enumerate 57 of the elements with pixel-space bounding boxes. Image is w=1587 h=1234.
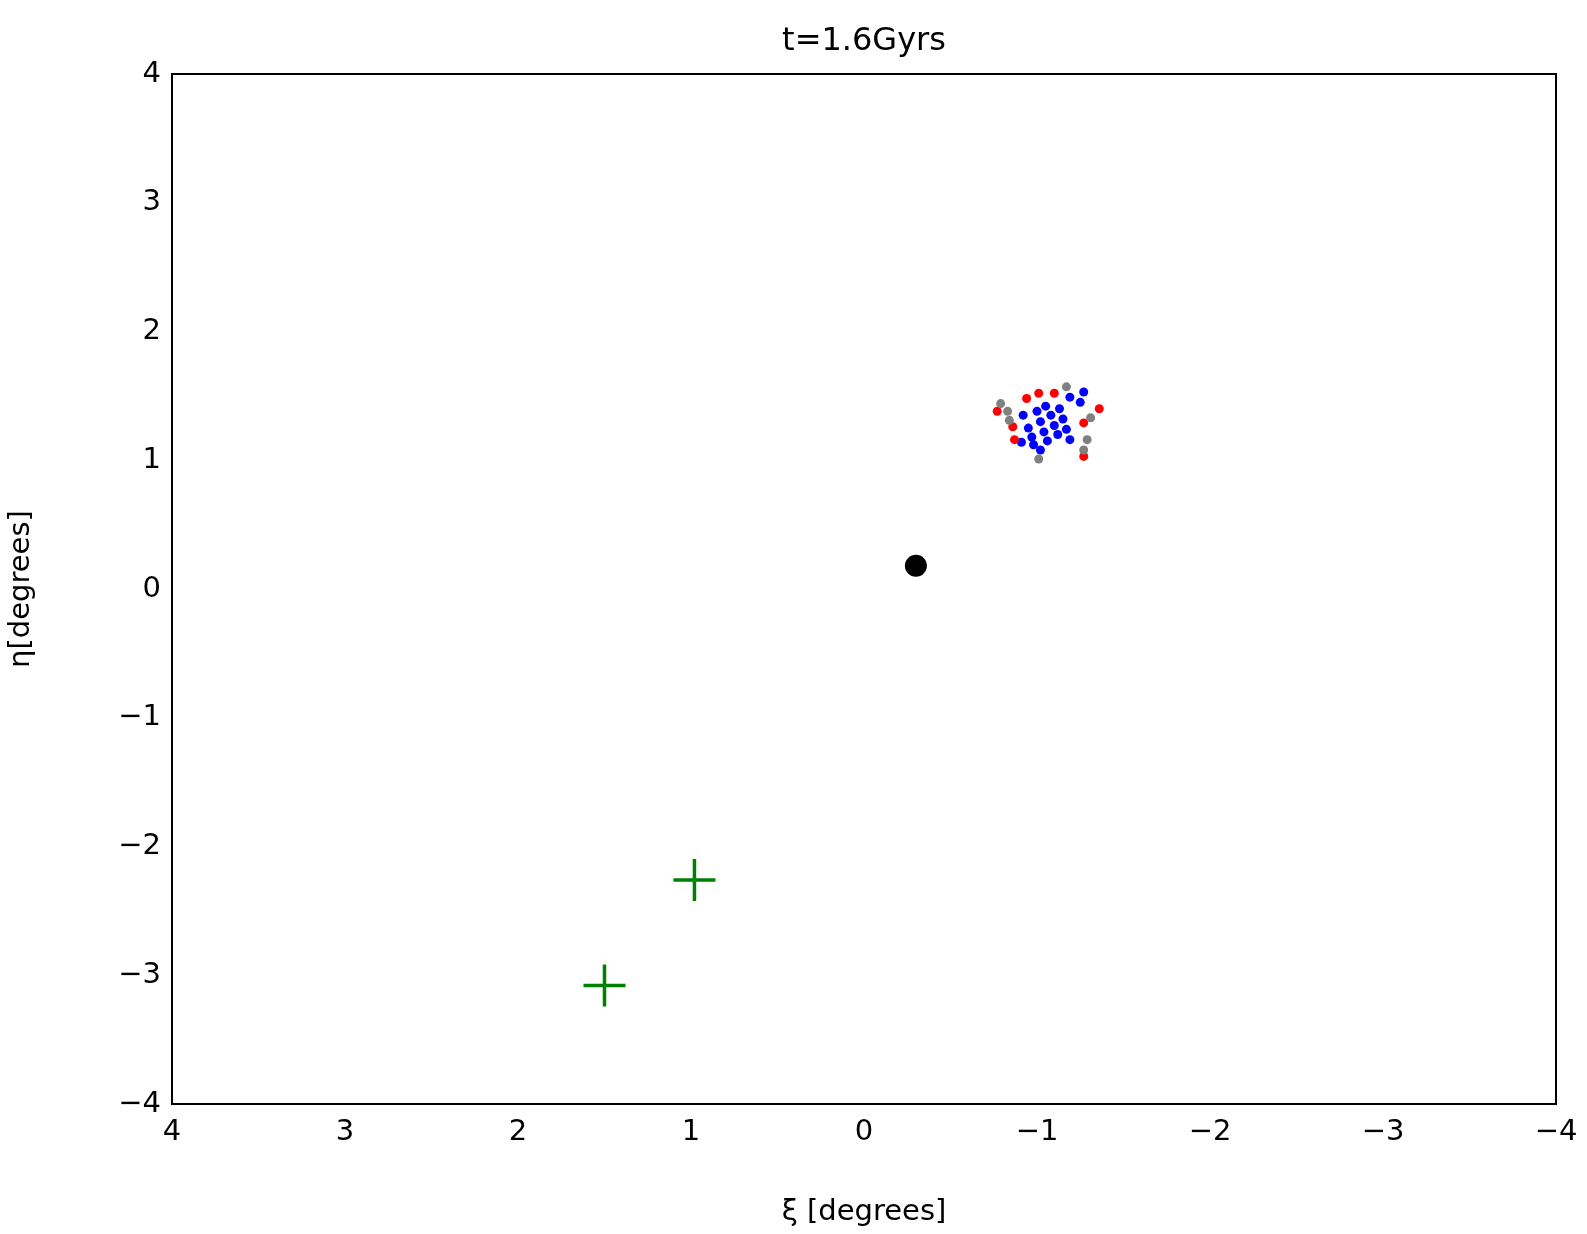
point xyxy=(904,554,927,577)
point xyxy=(1058,414,1068,424)
x-tick-label: 2 xyxy=(508,1112,528,1147)
point xyxy=(1061,382,1071,392)
y-axis-title: η[degrees] xyxy=(1,510,36,668)
point xyxy=(1034,388,1044,398)
point xyxy=(1029,440,1039,450)
x-tick-label: −2 xyxy=(1188,1112,1232,1147)
y-tick-label: −2 xyxy=(118,827,161,862)
point xyxy=(1018,410,1028,420)
chart-title: t=1.6Gyrs xyxy=(782,20,946,59)
point xyxy=(1049,388,1059,398)
point xyxy=(673,858,716,901)
y-tick-label: −4 xyxy=(118,1084,161,1119)
point xyxy=(1053,430,1063,439)
point xyxy=(992,406,1002,416)
point xyxy=(1039,427,1049,437)
y-tick-label: −1 xyxy=(118,698,161,733)
point xyxy=(1082,435,1092,445)
point xyxy=(996,399,1006,409)
point xyxy=(1042,436,1052,446)
point xyxy=(1049,420,1059,430)
point xyxy=(1054,404,1064,414)
point xyxy=(1065,392,1075,402)
x-axis-title: ξ [degrees] xyxy=(781,1193,947,1228)
point xyxy=(1046,410,1056,420)
x-tick-label: −3 xyxy=(1361,1112,1405,1147)
y-tick-label: 2 xyxy=(142,312,161,347)
x-tick-label: −1 xyxy=(1015,1112,1059,1147)
point xyxy=(1035,417,1045,427)
x-tick-label: 0 xyxy=(854,1112,874,1147)
point xyxy=(1079,387,1089,397)
y-tick-label: 4 xyxy=(142,54,161,89)
point xyxy=(1003,406,1013,416)
x-tick-label: −4 xyxy=(1534,1112,1578,1147)
point xyxy=(1032,406,1042,416)
point xyxy=(1086,413,1096,423)
point xyxy=(1079,445,1089,455)
point xyxy=(1022,393,1032,403)
y-tick-label: 1 xyxy=(142,440,161,475)
x-tick-label: 3 xyxy=(335,1112,355,1147)
point xyxy=(1075,397,1085,407)
point xyxy=(1041,401,1051,411)
point xyxy=(1094,404,1104,414)
point xyxy=(1079,418,1089,428)
x-tick-label: 1 xyxy=(681,1112,701,1147)
y-tick-label: 0 xyxy=(142,569,161,604)
y-tick-label: 3 xyxy=(142,183,161,218)
y-tick-label: −3 xyxy=(118,955,161,990)
point xyxy=(1061,424,1071,434)
point xyxy=(1004,415,1014,425)
point xyxy=(1065,435,1075,445)
point xyxy=(1034,454,1044,464)
point xyxy=(1016,437,1026,447)
point xyxy=(1035,445,1045,455)
point xyxy=(1010,435,1020,445)
point xyxy=(1023,423,1033,433)
